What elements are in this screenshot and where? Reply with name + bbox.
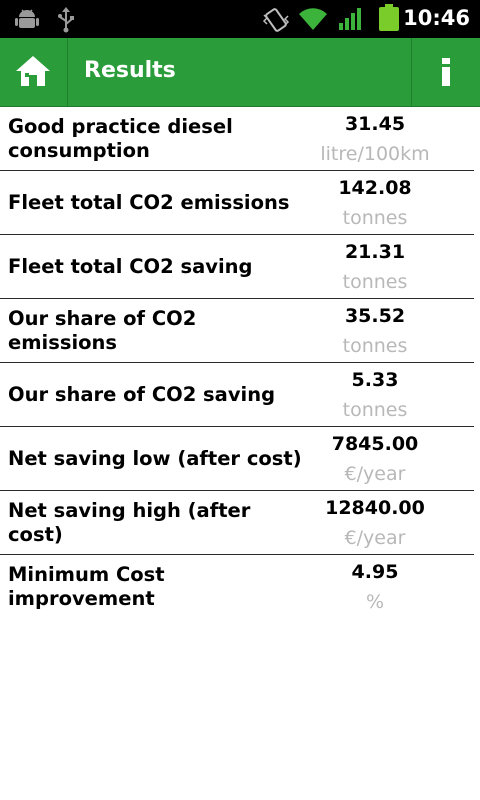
- result-value: 35.52: [344, 305, 406, 327]
- action-bar: Results: [0, 38, 480, 107]
- home-icon: [15, 54, 51, 92]
- result-label: Our share of CO2 emissions: [8, 306, 197, 354]
- wifi-icon: [298, 7, 328, 35]
- result-label: Net saving low (after cost): [8, 446, 302, 470]
- result-row-net-saving-low: Net saving low (after cost) 7845.00 €/ye…: [0, 427, 474, 491]
- result-label: Fleet total CO2 saving: [8, 254, 253, 278]
- info-button[interactable]: [411, 38, 480, 106]
- home-button[interactable]: [0, 38, 68, 106]
- result-row-fleet-co2-saving: Fleet total CO2 saving 21.31 tonnes: [0, 235, 474, 299]
- info-icon: [441, 58, 451, 90]
- result-unit: %: [365, 591, 385, 613]
- result-label: Fleet total CO2 emissions: [8, 190, 290, 214]
- result-unit: tonnes: [342, 399, 408, 421]
- status-time: 10:46: [403, 6, 470, 30]
- result-value: 142.08: [338, 177, 412, 199]
- status-bar: 10:46: [0, 0, 480, 38]
- result-row-diesel-consumption: Good practice diesel consumption 31.45 l…: [0, 107, 474, 171]
- results-list: Good practice diesel consumption 31.45 l…: [0, 107, 480, 618]
- vibrate-icon: [262, 7, 290, 37]
- android-debug-icon: [14, 7, 40, 35]
- result-value: 21.31: [344, 241, 406, 263]
- result-unit: litre/100km: [320, 143, 430, 165]
- result-row-net-saving-high: Net saving high (after cost) 12840.00 €/…: [0, 491, 474, 555]
- result-unit: €/year: [344, 527, 406, 549]
- result-label: Our share of CO2 saving: [8, 382, 276, 406]
- result-value: 12840.00: [325, 497, 425, 519]
- result-row-minimum-cost-improvement: Minimum Cost improvement 4.95 %: [0, 555, 474, 618]
- result-value: 5.33: [351, 369, 399, 391]
- result-value: 4.95: [351, 561, 399, 583]
- result-unit: tonnes: [342, 335, 408, 357]
- result-label: Good practice diesel consumption: [8, 114, 233, 162]
- signal-icon: [338, 7, 364, 35]
- result-row-our-co2-saving: Our share of CO2 saving 5.33 tonnes: [0, 363, 474, 427]
- result-unit: tonnes: [342, 271, 408, 293]
- usb-icon: [56, 7, 76, 37]
- result-unit: €/year: [344, 463, 406, 485]
- result-label: Net saving high (after cost): [8, 498, 251, 546]
- page-title: Results: [84, 58, 176, 83]
- battery-icon: [378, 4, 400, 36]
- result-value: 31.45: [344, 113, 406, 135]
- result-label: Minimum Cost improvement: [8, 562, 165, 610]
- result-row-fleet-co2-emissions: Fleet total CO2 emissions 142.08 tonnes: [0, 171, 474, 235]
- result-unit: tonnes: [342, 207, 408, 229]
- result-value: 7845.00: [331, 433, 419, 455]
- result-row-our-co2-emissions: Our share of CO2 emissions 35.52 tonnes: [0, 299, 474, 363]
